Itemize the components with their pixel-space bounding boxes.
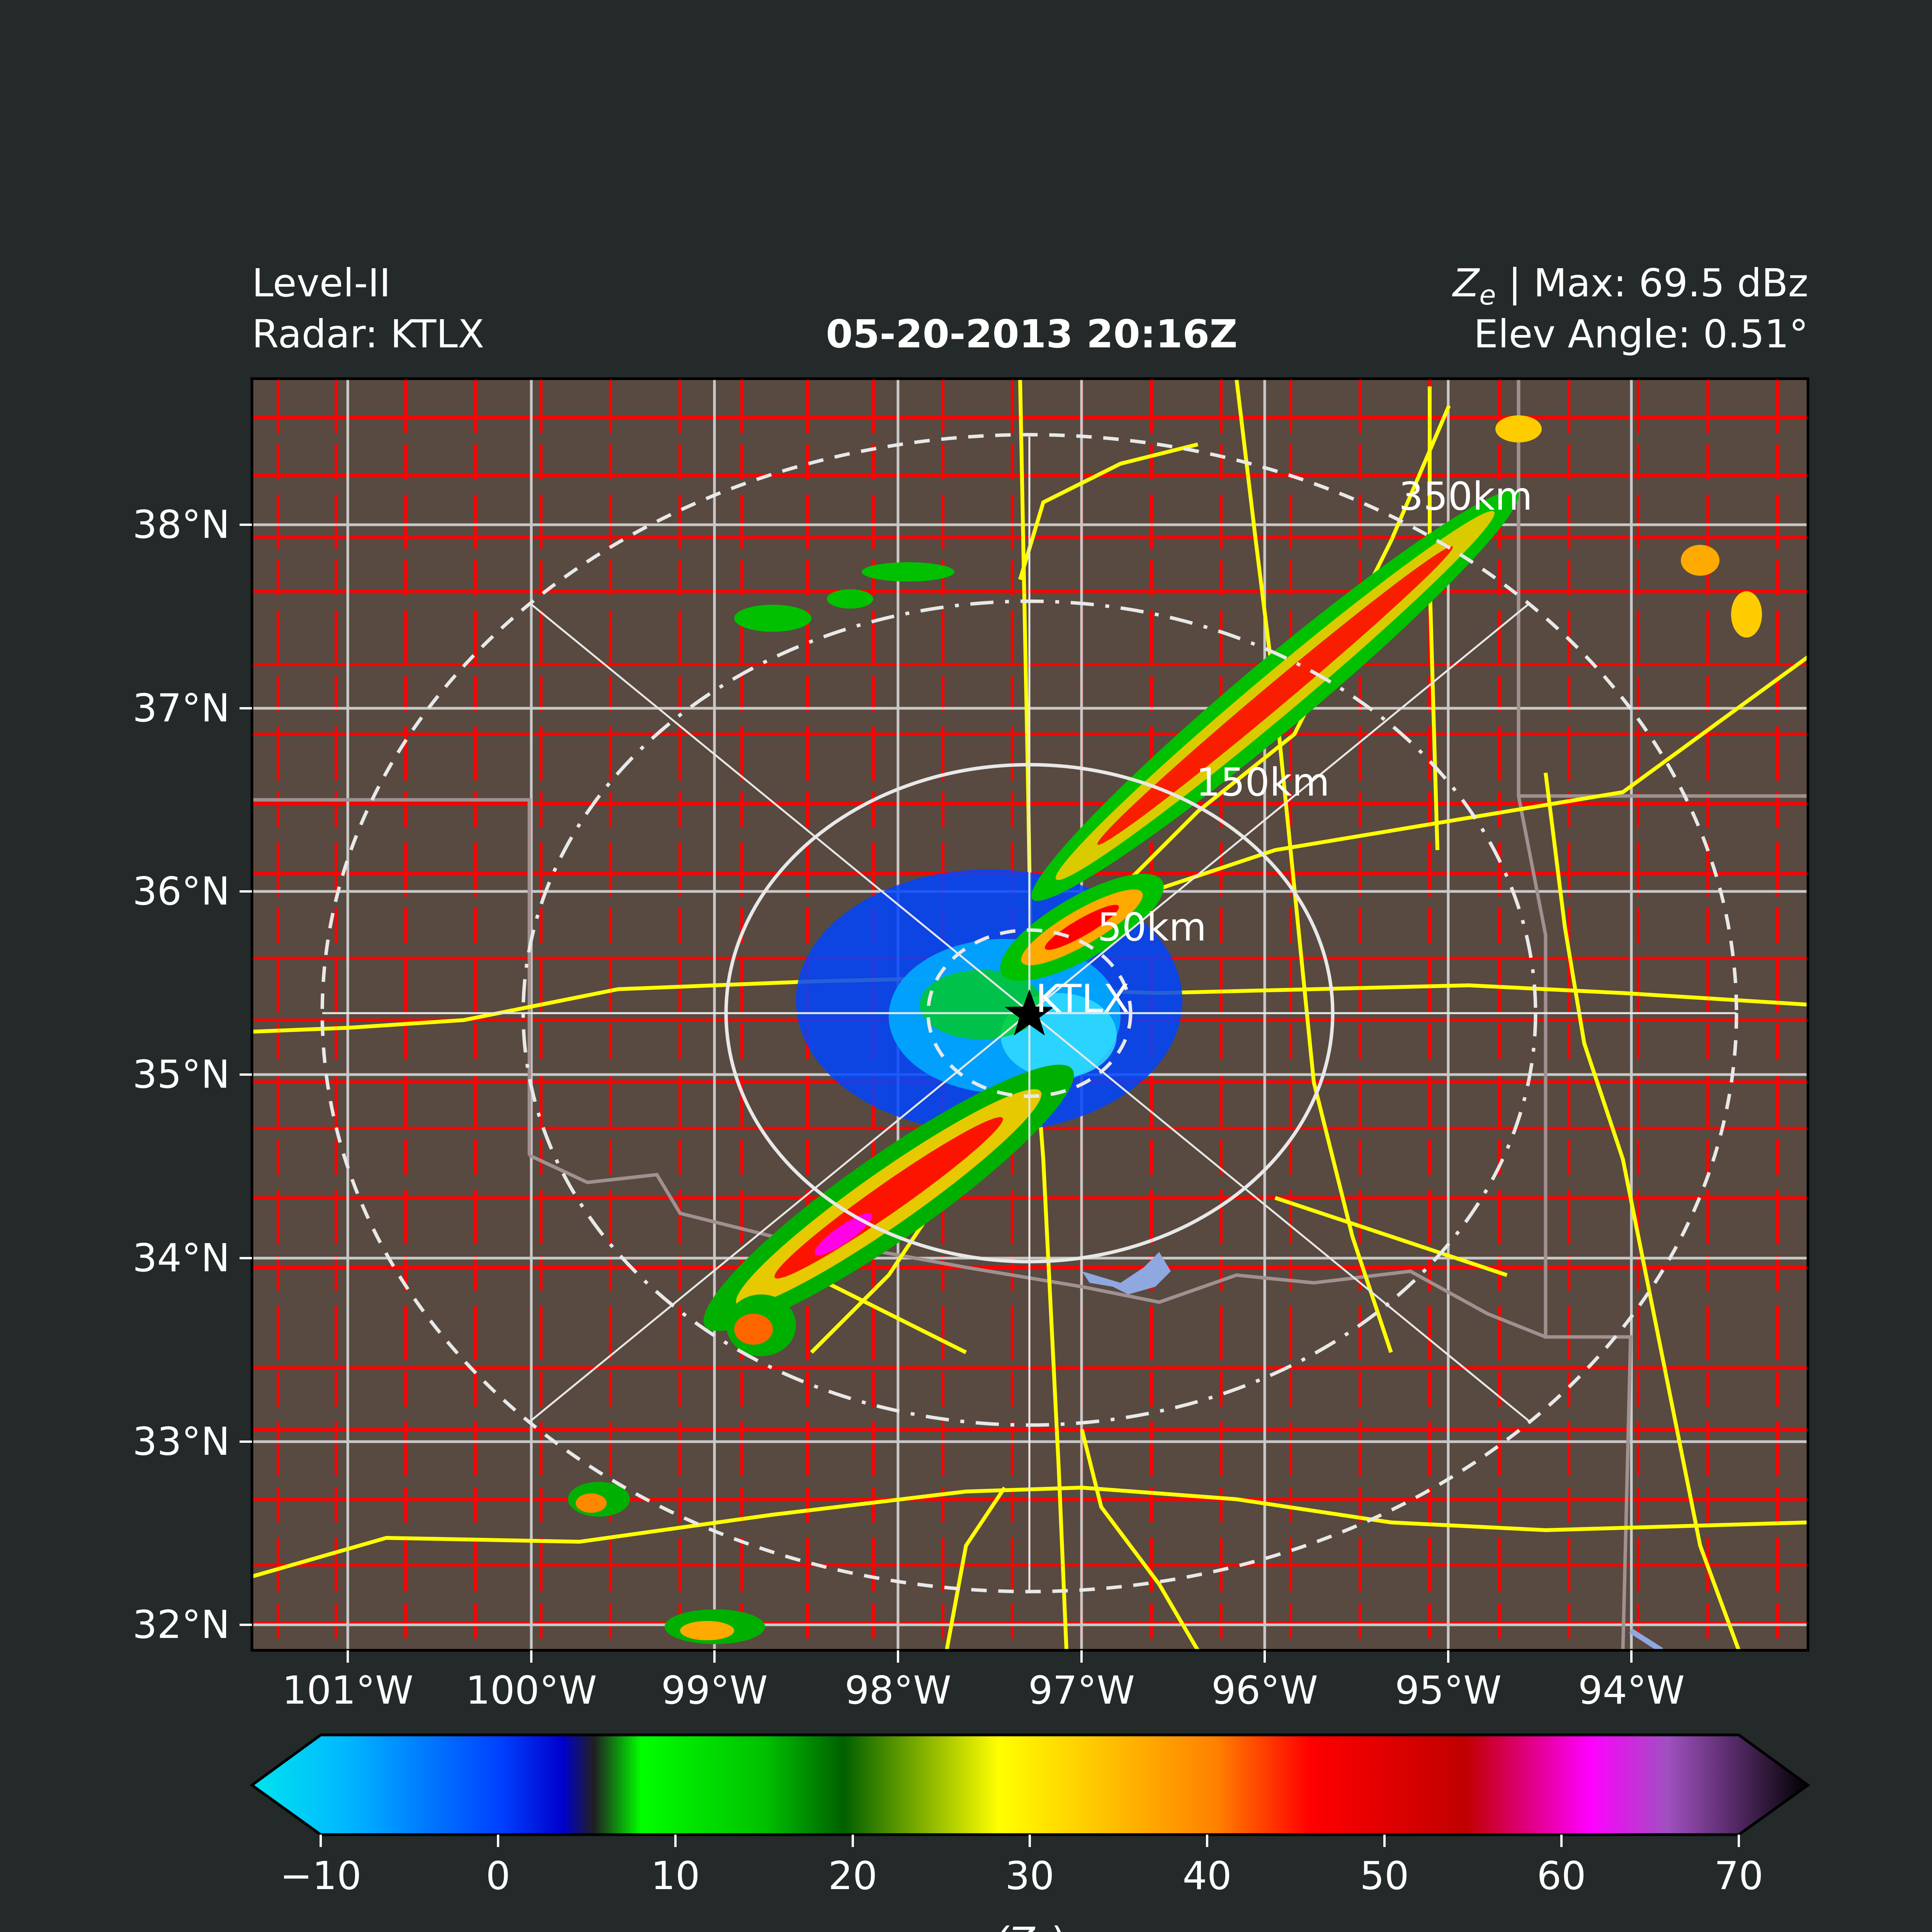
- state-borders: [252, 379, 1808, 1650]
- lat-label-37: 37°N: [132, 685, 230, 731]
- cb-tick-20: 20: [828, 1853, 878, 1898]
- lat-label-38: 38°N: [132, 502, 230, 547]
- cb-tick-30: 30: [1005, 1853, 1054, 1898]
- colorbar: [252, 1735, 1808, 1835]
- lat-label-36: 36°N: [132, 869, 230, 914]
- cb-tick-50: 50: [1360, 1853, 1409, 1898]
- river: [1629, 1628, 1663, 1650]
- cb-tick-10: 10: [651, 1853, 700, 1898]
- colorbar-label-open: (Z: [993, 1919, 1035, 1932]
- lon-label-101: 101°W: [282, 1668, 413, 1713]
- variable-subscript: e: [1479, 279, 1496, 311]
- lon-label-95: 95°W: [1395, 1668, 1502, 1713]
- lat-label-33: 33°N: [132, 1419, 230, 1464]
- datetime-title: 05-20-2013 20:16Z: [826, 311, 1238, 357]
- lake: [1082, 1252, 1171, 1294]
- radar-echoes: [568, 415, 1762, 1644]
- lon-label-100: 100°W: [466, 1668, 597, 1713]
- colorbar-label: (Ze): [914, 1922, 1146, 1932]
- lat-label-34: 34°N: [132, 1235, 230, 1281]
- cb-tick-70: 70: [1714, 1853, 1764, 1898]
- lat-label-35: 35°N: [132, 1052, 230, 1097]
- elev-angle-label: Elev Angle: 0.51°: [1473, 311, 1808, 357]
- radar-site-star-icon: [1005, 989, 1054, 1036]
- lon-label-96: 96°W: [1211, 1668, 1318, 1713]
- radar-label: Radar: KTLX: [252, 311, 485, 357]
- radar-site-label: KTLX: [1036, 976, 1130, 1021]
- ring-label-350km: 350km: [1399, 474, 1533, 519]
- cb-tick--10: −10: [280, 1853, 362, 1898]
- variable-symbol: Z: [1452, 260, 1480, 306]
- cb-tick-60: 60: [1537, 1853, 1586, 1898]
- ring-label-150km: 150km: [1196, 760, 1330, 805]
- map-frame: [250, 377, 1810, 1652]
- lon-label-98: 98°W: [844, 1668, 952, 1713]
- lon-label-99: 99°W: [661, 1668, 768, 1713]
- product-label: Level-II: [252, 260, 391, 306]
- lon-label-97: 97°W: [1028, 1668, 1135, 1713]
- max-text: | Max: 69.5 dBz: [1496, 260, 1808, 306]
- cb-tick-40: 40: [1182, 1853, 1232, 1898]
- colorbar-label-close: ): [1051, 1919, 1066, 1932]
- ring-label-50km: 50km: [1097, 905, 1207, 950]
- max-value-label: Ze | Max: 69.5 dBz: [1159, 264, 1808, 309]
- lat-label-32: 32°N: [132, 1602, 230, 1647]
- lon-label-94: 94°W: [1578, 1668, 1685, 1713]
- axis-ticks: [240, 524, 1740, 1847]
- cb-tick-0: 0: [486, 1853, 510, 1898]
